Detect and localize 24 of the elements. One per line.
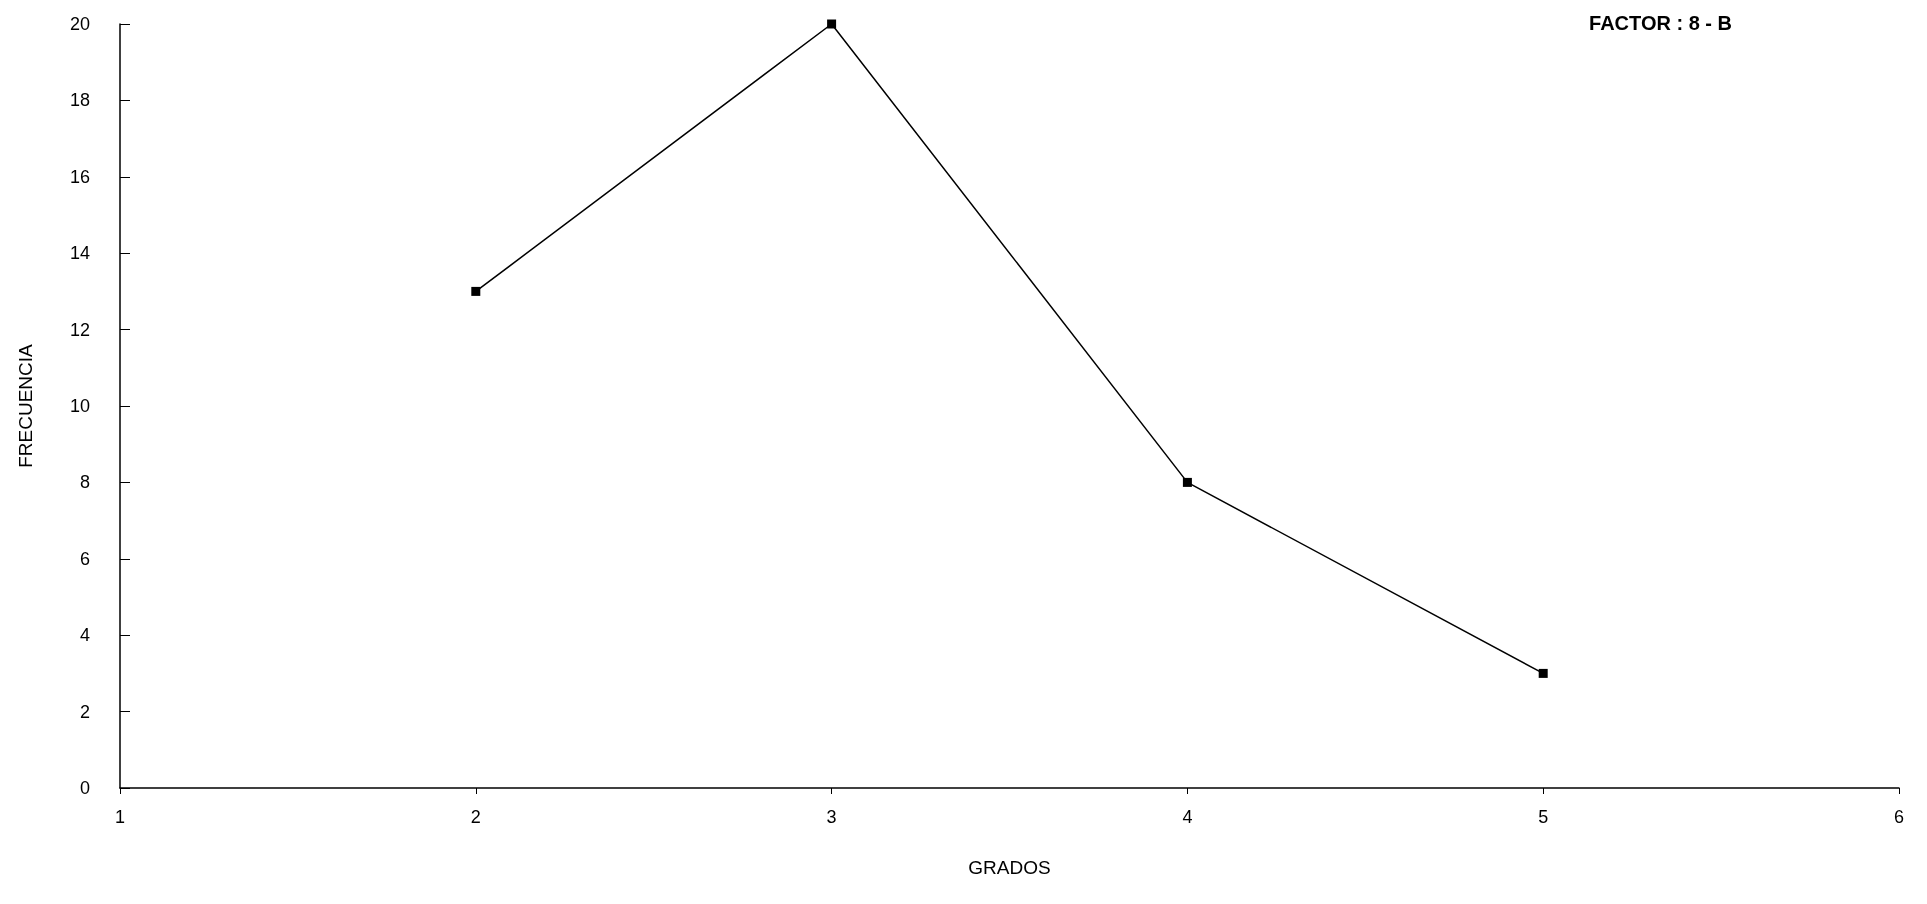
- point: [1538, 668, 1548, 678]
- y-tick-label: 4: [79, 625, 90, 646]
- y-axis-title: FRECUENCIA: [15, 343, 36, 468]
- y-tick-label: 0: [79, 778, 90, 798]
- x-tick-label: 2: [470, 807, 481, 827]
- point: [471, 286, 481, 296]
- y-tick-label: 6: [79, 548, 90, 569]
- x-tick-label: 3: [826, 807, 837, 827]
- x-tick-label: 5: [1538, 807, 1549, 827]
- y-tick-label: 12: [69, 319, 90, 340]
- y-tick-label: 20: [69, 14, 90, 34]
- y-tick-label: 8: [79, 472, 90, 493]
- y-tick-label: 16: [69, 166, 90, 187]
- y-tick-label: 2: [79, 701, 90, 722]
- point: [1182, 477, 1192, 487]
- x-axis-title: GRADOS: [968, 857, 1051, 878]
- y-tick-label: 10: [69, 396, 90, 416]
- y-tick-label: 14: [69, 243, 90, 264]
- x-tick-label: 4: [1182, 807, 1193, 827]
- y-tick-label: 18: [69, 90, 90, 111]
- point: [827, 19, 837, 29]
- x-tick-label: 1: [114, 807, 126, 827]
- chart-title: FACTOR : 8 - B: [1589, 12, 1732, 34]
- x-tick-label: 6: [1893, 807, 1905, 827]
